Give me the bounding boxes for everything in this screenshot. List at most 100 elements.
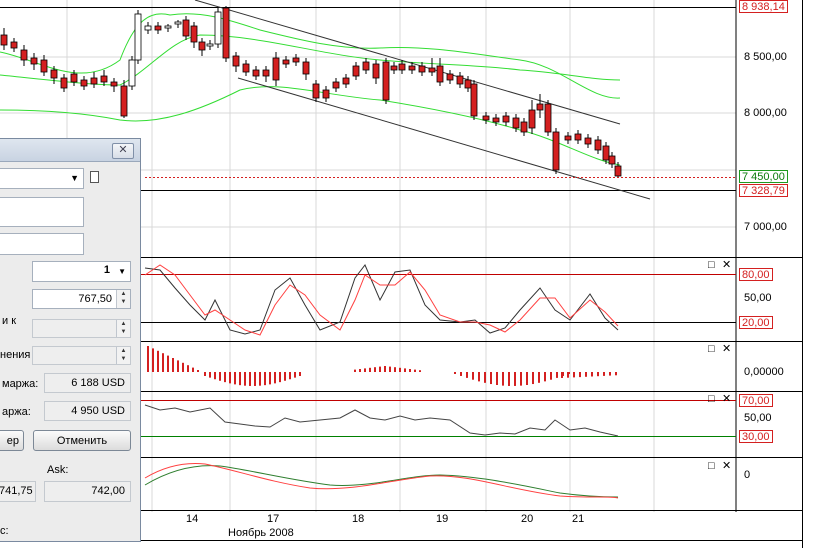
- candle-body: [206, 43, 214, 47]
- candle-body: [332, 81, 340, 89]
- candle-body: [536, 103, 544, 111]
- date-label: 19: [436, 513, 449, 525]
- hist-close-button[interactable]: ✕: [722, 343, 732, 355]
- candle-body: [30, 57, 38, 65]
- candle-body: [464, 79, 472, 89]
- candle-body: [390, 65, 398, 71]
- order-dialog[interactable]: ✕ ▼ 1 ▼ 767,50 ▲ ▼ и к ▲ ▼ нения ▲ ▼ маржа:…: [0, 138, 141, 542]
- margin2-label: аржа:: [2, 406, 31, 418]
- candle-body: [110, 81, 118, 87]
- quantity-select[interactable]: 1 ▼: [32, 261, 131, 282]
- candle-body: [50, 69, 58, 79]
- stoch-20-label: 20,00: [739, 316, 773, 329]
- ok-button[interactable]: ер: [0, 430, 24, 451]
- quantity-value: 1: [103, 264, 110, 276]
- month-label: Ноябрь 2008: [228, 527, 294, 539]
- candle-body: [292, 57, 300, 63]
- candle-body: [80, 79, 88, 87]
- stoch-80-label: 80,00: [739, 268, 773, 281]
- candle-body: [302, 61, 310, 75]
- ma-red-line: [144, 463, 619, 499]
- candle-body: [520, 121, 528, 133]
- stoch-close-button[interactable]: ✕: [722, 259, 732, 271]
- candle-body: [544, 103, 552, 133]
- candle-body: [242, 63, 250, 73]
- document-icon[interactable]: [90, 171, 99, 183]
- ask-label: Ask:: [47, 464, 69, 476]
- candle-body: [428, 67, 436, 73]
- candle-body: [322, 89, 330, 99]
- price-value: 767,50: [78, 293, 112, 305]
- stochastic-k-line: [144, 264, 619, 335]
- candle-body: [512, 117, 520, 129]
- candle-body: [10, 41, 18, 49]
- candle-body: [232, 55, 240, 67]
- ma-close-button[interactable]: ✕: [722, 460, 732, 472]
- dialog-close-button[interactable]: ✕: [112, 143, 134, 159]
- candle-body: [70, 73, 78, 83]
- ma-green-line: [144, 465, 619, 498]
- candle-body: [120, 85, 128, 117]
- margin1-value: 6 188 USD: [44, 373, 131, 393]
- candle-body: [614, 165, 622, 177]
- date-label: 18: [352, 513, 365, 525]
- price-candles: [0, 6, 622, 178]
- ma-restore-button[interactable]: □: [708, 460, 715, 472]
- candle-body: [282, 59, 290, 65]
- ask-value: 742,00: [44, 481, 131, 502]
- candle-body: [492, 117, 500, 123]
- price-stepper[interactable]: ▲ ▼: [116, 290, 130, 308]
- candle-body: [564, 135, 572, 141]
- current-price-label: 7 450,00: [739, 170, 788, 183]
- candle-body: [470, 83, 478, 117]
- candle-body: [584, 137, 592, 145]
- candle-body: [594, 139, 602, 151]
- candle-body: [382, 61, 390, 101]
- candle-body: [398, 63, 406, 71]
- footer-label: с:: [0, 525, 9, 537]
- candle-body: [60, 77, 68, 89]
- dialog-title-bar[interactable]: [0, 139, 140, 162]
- info-field[interactable]: [0, 197, 84, 227]
- candle-body: [602, 145, 610, 161]
- price-tick-label: 8 500,00: [744, 51, 787, 63]
- margin1-label: маржа:: [2, 378, 39, 390]
- chevron-down-icon: ▼: [70, 173, 79, 183]
- instrument-select[interactable]: ▼: [0, 168, 84, 189]
- candle-body: [252, 69, 260, 77]
- price-input[interactable]: 767,50 ▲ ▼: [32, 289, 131, 309]
- price-tick-label: 8 000,00: [744, 107, 787, 119]
- comment-field[interactable]: [0, 233, 84, 255]
- hist-restore-button[interactable]: □: [708, 343, 715, 355]
- candle-body: [436, 65, 444, 83]
- rsi-line: [144, 404, 619, 437]
- candle-body: [190, 25, 198, 43]
- candle-body: [40, 59, 48, 73]
- candle-body: [502, 115, 510, 123]
- low-price-label: 7 328,79: [739, 184, 788, 197]
- bid-value: 741,75: [0, 481, 36, 502]
- candle-body: [312, 83, 320, 99]
- price-tick-label: 7 000,00: [744, 221, 787, 233]
- label-change: нения: [0, 349, 31, 361]
- candle-body: [352, 65, 360, 77]
- candle-body: [164, 25, 172, 29]
- change-stepper: ▲ ▼: [116, 347, 130, 364]
- limit-input: ▲ ▼: [32, 319, 131, 338]
- candle-body: [128, 59, 136, 87]
- cancel-button[interactable]: Отменить: [33, 430, 131, 451]
- histogram-bars: [147, 346, 617, 386]
- candle-body: [456, 75, 464, 85]
- candle-body: [214, 11, 222, 45]
- ma-zero-label: 0: [744, 469, 751, 481]
- chevron-down-icon: ▼: [118, 267, 126, 276]
- candle-body: [198, 41, 206, 51]
- trend-channel: [194, 0, 651, 200]
- stoch-restore-button[interactable]: □: [708, 259, 715, 271]
- rsi-restore-button[interactable]: □: [708, 393, 715, 405]
- rsi-close-button[interactable]: ✕: [722, 393, 732, 405]
- candle-body: [222, 7, 230, 59]
- candle-body: [372, 63, 380, 79]
- margin2-value: 4 950 USD: [44, 401, 131, 421]
- candle-body: [446, 73, 454, 81]
